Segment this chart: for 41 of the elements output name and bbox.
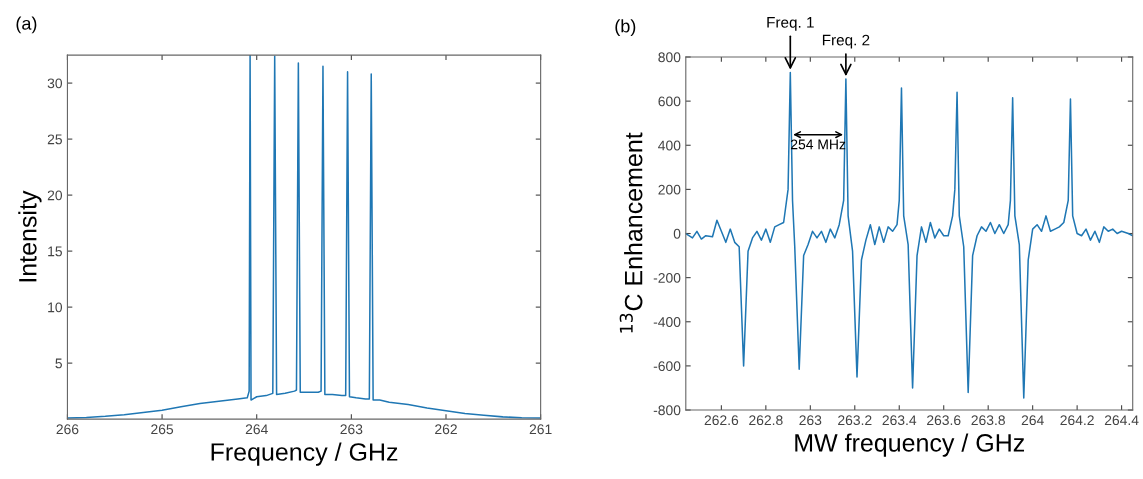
x-tick-label: 263.4 [882, 415, 917, 426]
y-tick-label: 25 [47, 134, 62, 145]
x-tick-label: 263 [340, 424, 363, 435]
y-tick-label: 20 [47, 190, 63, 201]
y-tick-label: -200 [653, 272, 681, 283]
x-tick-label: 261 [529, 424, 552, 435]
y-axis-title: Intensity [18, 190, 42, 282]
x-tick-label: 263 [799, 415, 822, 426]
line-series [685, 71, 1133, 399]
x-tick-label: 262.6 [704, 415, 739, 426]
x-tick-label: 265 [151, 424, 174, 435]
y-tick-label: 600 [658, 96, 681, 107]
y-tick-label: -400 [653, 317, 681, 327]
x-tick-label: 262 [435, 424, 457, 435]
x-axis-title: MW frequency / GHz [795, 433, 1025, 457]
y-tick-label: 5 [55, 358, 62, 369]
annotation: Freq. 1 [767, 17, 814, 31]
x-tick-label: 266 [56, 424, 79, 435]
y-tick-label: -600 [653, 361, 681, 372]
y-tick-label: 400 [658, 140, 681, 151]
chart-title: (a) [16, 16, 37, 34]
annotation: Freq. 2 [822, 34, 870, 49]
y-axis-title: $^{13}$C Enhancement [619, 132, 643, 333]
x-tick-label: 263.2 [838, 415, 872, 426]
x-tick-label: 264.2 [1060, 415, 1094, 426]
x-tick-label: 264 [1021, 415, 1044, 426]
line-series [67, 55, 541, 419]
y-tick-label: 0 [673, 228, 681, 239]
x-tick-label: 264.4 [1104, 415, 1139, 426]
chart-title: (b) [615, 19, 636, 37]
x-tick-label: 263.8 [971, 415, 1005, 426]
y-tick-label: 200 [658, 184, 681, 195]
y-tick-label: 30 [47, 78, 63, 89]
x-tick-label: 263.6 [927, 415, 961, 426]
x-axis-title: Frequency / GHz [211, 442, 398, 466]
y-tick-label: 10 [48, 302, 63, 313]
y-tick-label: -800 [653, 405, 681, 416]
y-tick-label: 800 [658, 52, 681, 63]
x-tick-label: 264 [245, 424, 268, 435]
y-tick-label: 15 [48, 246, 62, 257]
x-tick-label: 262.8 [749, 415, 783, 426]
